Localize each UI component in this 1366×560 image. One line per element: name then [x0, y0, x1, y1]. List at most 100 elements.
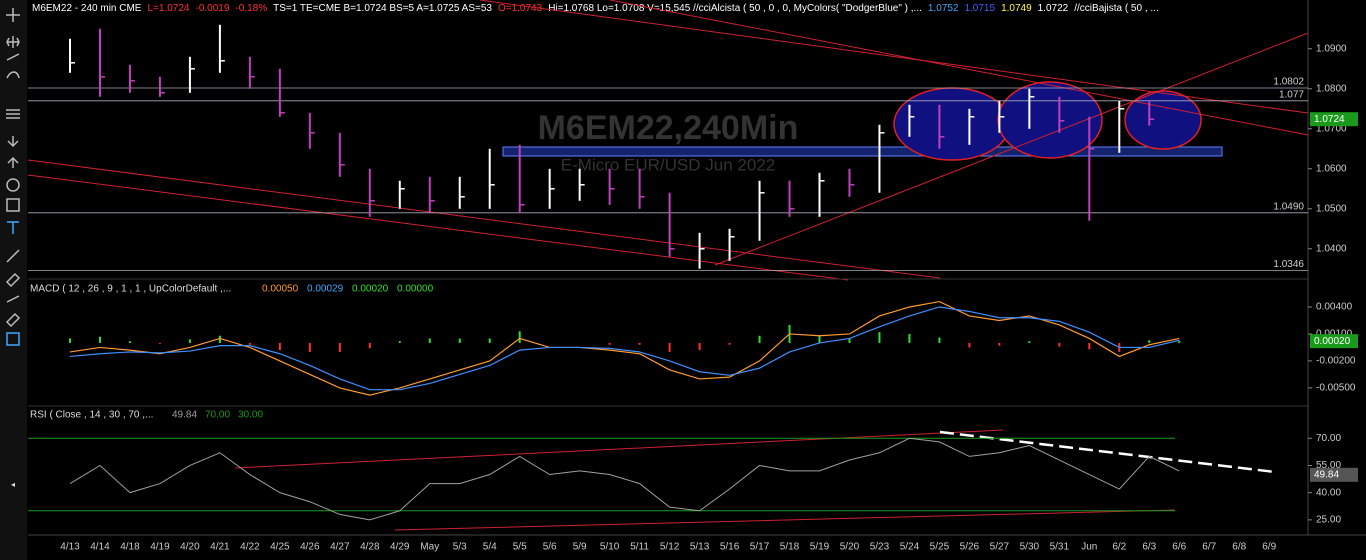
x-tick-label: 5/19 [810, 542, 830, 553]
macd-histogram-bar [848, 338, 851, 343]
header-item: Hi=1.0768 Lo=1.0708 V=15,545 //cciAlcist… [548, 3, 922, 14]
collapse-arrow[interactable]: ◂ [11, 480, 15, 489]
y-tick-label: 1.0900 [1316, 43, 1347, 54]
x-tick-label: 5/9 [573, 542, 587, 553]
y-tick-label: 25.00 [1316, 514, 1341, 525]
y-tick-label: 55.00 [1316, 460, 1341, 471]
macd-readout: 0.00050 [262, 284, 299, 295]
x-tick-label: 4/26 [300, 542, 320, 553]
x-tick-label: Jun [1081, 542, 1097, 553]
x-tick-label: 4/22 [240, 542, 260, 553]
header-item: 1.0752 [928, 3, 959, 14]
x-tick-label: 5/27 [990, 542, 1010, 553]
macd-histogram-bar [368, 342, 371, 349]
rsi-title: RSI ( Close , 14 , 30 , 70 ,... [30, 410, 153, 421]
x-tick-label: 4/21 [210, 542, 230, 553]
rsi-level-readout: 70.00 [205, 410, 230, 421]
header-item: //cciBajista ( 50 , ... [1074, 3, 1158, 14]
header-item: 1.0715 [964, 3, 995, 14]
x-tick-label: 5/17 [750, 542, 770, 553]
macd-readout: 0.00029 [307, 284, 344, 295]
header-item: M6EM22 - 240 min CME [32, 3, 142, 14]
x-tick-label: 5/31 [1050, 542, 1070, 553]
macd-line [69, 300, 1180, 396]
x-tick-label: 6/7 [1202, 542, 1216, 553]
macd-histogram-bar [968, 342, 971, 348]
header-item: 1.0749 [1001, 3, 1032, 14]
y-tick-label: 70.00 [1316, 433, 1341, 444]
macd-histogram-bar [698, 342, 701, 351]
y-tick-label: 1.0500 [1316, 203, 1347, 214]
y-tick-label: 0.00400 [1316, 302, 1353, 313]
x-tick-label: May [420, 542, 439, 553]
macd-line [69, 306, 1180, 391]
x-tick-label: 4/29 [390, 542, 410, 553]
x-tick-label: 6/9 [1262, 542, 1276, 553]
last-value-label: 1.0724 [1314, 114, 1345, 125]
macd-histogram-bar [1058, 342, 1061, 347]
macd-histogram-bar [638, 342, 641, 345]
macd-title: MACD ( 12 , 26 , 9 , 1 , 1 , UpColorDefa… [30, 284, 231, 295]
x-tick-label: 5/18 [780, 542, 800, 553]
x-tick-label: 5/6 [543, 542, 557, 553]
header-item: TS=1 TE=CME B=1.0724 BS=5 A=1.0725 AS=53 [273, 3, 492, 14]
x-tick-label: 5/20 [840, 542, 860, 553]
x-tick-label: 4/14 [90, 542, 110, 553]
x-tick-label: 5/26 [960, 542, 980, 553]
macd-histogram-bar [938, 337, 941, 343]
y-tick-label: 1.0700 [1316, 123, 1347, 134]
macd-histogram-bar [908, 333, 911, 343]
header-item: O=1.0743 [498, 3, 543, 14]
y-tick-label: 1.0800 [1316, 83, 1347, 94]
macd-histogram-bar [1148, 340, 1151, 343]
header-text: M6EM22 - 240 min CME L=1.0724 -0.0019 -0.18… [32, 3, 1159, 14]
macd-histogram-bar [398, 341, 401, 343]
macd-histogram-bar [128, 341, 131, 343]
last-value-tag [1310, 112, 1358, 127]
y-tick-label: 1.0600 [1316, 163, 1347, 174]
last-value-tag [1310, 467, 1358, 482]
x-tick-label: 4/27 [330, 542, 350, 553]
watermark-description: E-Micro EUR/USD Jun 2022 [561, 155, 775, 174]
watermark-symbol: M6EM22,240Min [538, 109, 799, 147]
macd-histogram-bar [69, 338, 71, 343]
level-label: 1.0346 [1273, 259, 1304, 270]
macd-histogram-bar [488, 338, 491, 343]
last-value-label: 49.84 [1314, 469, 1339, 480]
rsi-readout: 49.84 [172, 410, 197, 421]
x-tick-label: 5/12 [660, 542, 680, 553]
macd-histogram-bar [758, 335, 761, 343]
header-item: -0.0019 [195, 3, 229, 14]
x-tick-label: 4/19 [150, 542, 170, 553]
macd-histogram-bar [98, 336, 101, 343]
macd-histogram-bar [1088, 342, 1091, 350]
x-tick-label: 6/8 [1232, 542, 1246, 553]
rsi-line [69, 437, 1180, 521]
header-item: 1.0722 [1038, 3, 1069, 14]
x-tick-label: 5/5 [513, 542, 527, 553]
macd-histogram-bar [998, 342, 1001, 346]
toolbar-icons[interactable] [5, 8, 21, 346]
x-tick-label: 6/6 [1172, 542, 1186, 553]
y-tick-label: 1.0400 [1316, 243, 1347, 254]
macd-histogram-bar [188, 339, 191, 343]
macd-histogram-bar [518, 331, 521, 343]
x-tick-label: 4/28 [360, 542, 380, 553]
x-tick-label: 5/11 [630, 542, 649, 553]
x-tick-label: 6/2 [1112, 542, 1126, 553]
level-label: 1.0490 [1273, 201, 1304, 212]
macd-readout: 0.00000 [397, 284, 434, 295]
y-tick-label: 40.00 [1316, 487, 1341, 498]
macd-histogram-bar [818, 335, 821, 343]
x-tick-label: 4/25 [270, 542, 290, 553]
x-tick-label: 4/20 [180, 542, 200, 553]
macd-histogram-bar [728, 342, 731, 345]
macd-histogram-bar [1028, 341, 1031, 343]
x-tick-label: 5/10 [600, 542, 620, 553]
macd-histogram-bar [248, 342, 251, 345]
macd-histogram-bar [218, 335, 221, 343]
macd-readout: 0.00020 [352, 284, 389, 295]
toolbar [0, 0, 27, 560]
